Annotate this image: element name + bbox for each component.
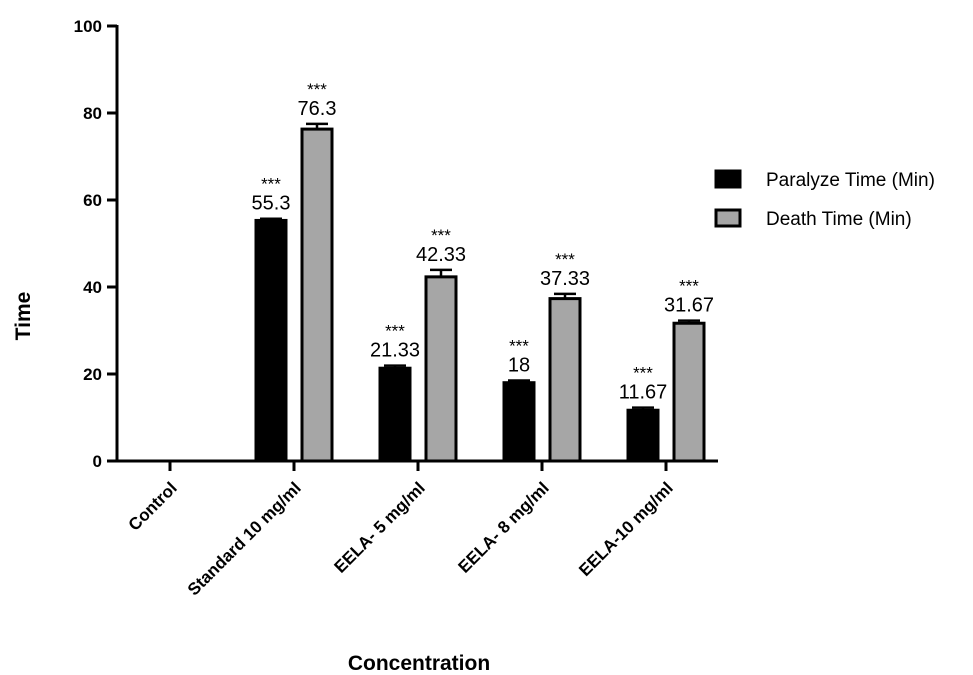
data-label: 31.67 <box>664 295 714 317</box>
data-label: 37.33 <box>540 268 590 290</box>
x-axis-title: Concentration <box>348 652 490 675</box>
y-tick-label: 40 <box>83 278 102 297</box>
bar <box>672 321 706 463</box>
x-axis-ticks: Control Standard 10 mg/ml EELA- 5 mg/ml EEL… <box>125 461 677 599</box>
data-label: 18 <box>508 355 530 377</box>
data-label: 21.33 <box>370 340 420 362</box>
bar <box>502 381 536 463</box>
legend: Paralyze Time (Min) Death Time (Min) <box>714 169 935 230</box>
legend-swatch <box>714 169 742 189</box>
y-axis-title: Time <box>12 292 35 341</box>
data-label: 76.3 <box>298 98 337 120</box>
x-tick-label: EELA- 8 mg/ml <box>455 478 553 576</box>
y-tick-label: 20 <box>83 365 102 384</box>
data-label: 55.3 <box>252 193 291 215</box>
significance-label: *** <box>385 322 405 341</box>
significance-label: *** <box>679 277 699 296</box>
data-label: 11.67 <box>619 382 668 404</box>
legend-label: Death Time (Min) <box>766 209 912 230</box>
significance-label: *** <box>307 80 327 99</box>
legend-label: Paralyze Time (Min) <box>766 170 935 191</box>
significance-label: *** <box>261 175 281 194</box>
bar <box>626 408 660 463</box>
plot-area: 55.3***21.33***18***11.67***76.3***42.33… <box>252 80 714 463</box>
x-tick-label: EELA- 5 mg/ml <box>331 478 429 576</box>
x-tick-label: EELA-10 mg/ml <box>575 478 677 580</box>
y-axis-ticks: 0 20 40 60 80 100 <box>74 17 117 471</box>
y-tick-label: 100 <box>74 17 102 36</box>
bar <box>378 366 412 463</box>
y-tick-label: 0 <box>93 452 102 471</box>
significance-label: *** <box>633 364 653 383</box>
significance-label: *** <box>509 337 529 356</box>
y-tick-label: 60 <box>83 191 102 210</box>
legend-swatch <box>714 208 742 228</box>
bar <box>300 127 334 463</box>
bar <box>424 275 458 463</box>
significance-label: *** <box>431 226 451 245</box>
significance-label: *** <box>555 250 575 269</box>
bar <box>254 218 288 463</box>
x-tick-label: Control <box>125 478 181 534</box>
y-tick-label: 80 <box>83 104 102 123</box>
x-tick-label: Standard 10 mg/ml <box>184 478 305 599</box>
bar <box>548 297 582 463</box>
data-label: 42.33 <box>416 244 466 266</box>
